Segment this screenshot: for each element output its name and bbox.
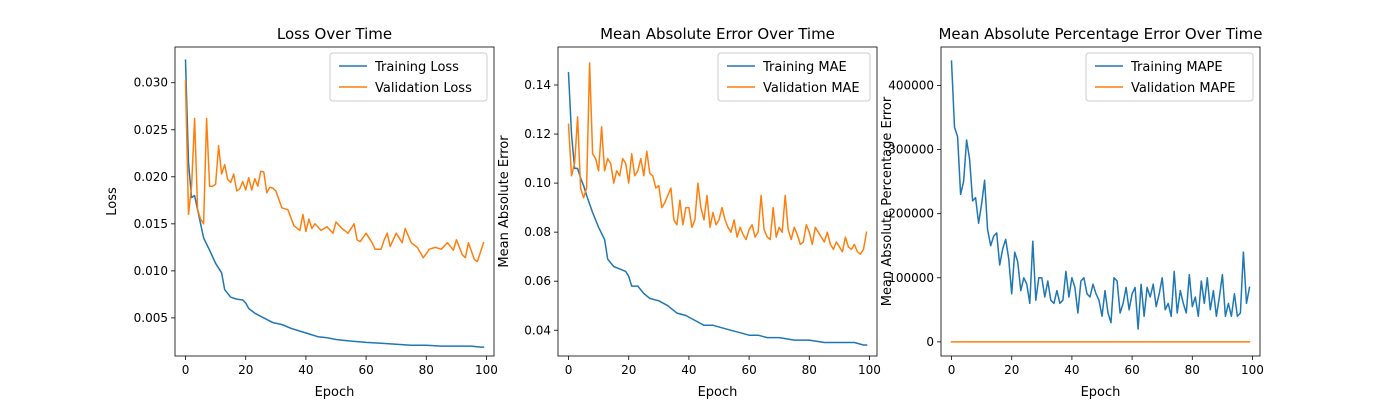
y-tick-label: 400000 <box>888 78 934 92</box>
chart-title: Loss Over Time <box>277 25 392 43</box>
y-tick-label: 0.020 <box>134 170 168 184</box>
x-tick-label: 0 <box>565 363 573 377</box>
series-line-validation <box>184 80 485 263</box>
legend-box <box>717 52 871 102</box>
x-tick-label: 60 <box>358 363 373 377</box>
series-line-training <box>184 59 485 348</box>
x-axis-label: Epoch <box>315 385 355 400</box>
y-tick-label: 0.015 <box>134 217 168 231</box>
y-tick-label: 300000 <box>888 143 934 157</box>
x-tick-label: 80 <box>802 363 817 377</box>
legend-label: Validation MAE <box>763 81 860 96</box>
x-tick-label: 60 <box>741 363 756 377</box>
y-tick-label: 200000 <box>888 207 934 221</box>
x-tick-label: 40 <box>298 363 313 377</box>
y-tick-label: 0.06 <box>524 274 551 288</box>
y-axis-label: Mean Absolute Error <box>497 135 512 268</box>
x-axis-label: Epoch <box>1081 385 1121 400</box>
x-tick-label: 40 <box>1064 363 1079 377</box>
series-line-training <box>567 72 868 346</box>
legend-label: Training Loss <box>374 60 459 75</box>
x-tick-label: 0 <box>182 363 190 377</box>
y-tick-label: 0.025 <box>134 123 168 137</box>
y-tick-label: 0.12 <box>524 127 551 141</box>
subplot-2: 0 20 40 60 80 100 0.04 0.06 0.08 0.10 0.12 0.14 Mean… <box>497 25 881 400</box>
axes-frame <box>174 46 495 357</box>
legend-label: Training MAPE <box>1130 60 1223 75</box>
legend: Training Loss Validation Loss <box>329 52 488 102</box>
x-tick-label: 40 <box>681 363 696 377</box>
y-tick-label: 0.04 <box>524 323 551 337</box>
x-tick-label: 80 <box>419 363 434 377</box>
series-line-validation <box>567 62 868 255</box>
legend-label: Training MAE <box>762 60 847 75</box>
y-axis-label: Mean Absolute Percentage Error <box>880 96 895 306</box>
y-tick-label: 0.010 <box>134 264 168 278</box>
y-tick-label: 0.10 <box>524 176 551 190</box>
series-line-training <box>950 60 1251 330</box>
y-tick-label: 0.030 <box>134 76 168 90</box>
legend: Training MAPE Validation MAPE <box>1085 52 1254 102</box>
y-axis-label: Loss <box>105 187 120 216</box>
axes-frame <box>940 46 1261 357</box>
axes-frame <box>557 46 878 357</box>
x-axis-label: Epoch <box>698 385 738 400</box>
x-tick-label: 100 <box>1241 363 1264 377</box>
legend-box <box>329 52 488 102</box>
x-tick-label: 60 <box>1124 363 1139 377</box>
x-tick-label: 100 <box>858 363 881 377</box>
y-tick-label: 0.14 <box>524 78 551 92</box>
y-tick-label: 0.005 <box>134 311 168 325</box>
x-tick-label: 0 <box>948 363 956 377</box>
subplot-1: 0 20 40 60 80 100 0.005 0.010 0.015 0.020 0.025 0.0… <box>105 25 498 400</box>
x-tick-label: 100 <box>475 363 498 377</box>
legend-box <box>1085 52 1254 102</box>
y-tick-label: 0 <box>926 335 934 349</box>
x-tick-label: 20 <box>1004 363 1019 377</box>
legend: Training MAE Validation MAE <box>717 52 871 102</box>
legend-label: Validation Loss <box>375 81 472 96</box>
x-tick-label: 20 <box>621 363 636 377</box>
subplot-3: 0 20 40 60 80 100 0 100000 200000 300000 400000 Mea… <box>880 25 1264 400</box>
chart-title: Mean Absolute Error Over Time <box>600 25 835 43</box>
y-tick-label: 0.08 <box>524 225 551 239</box>
chart-title: Mean Absolute Percentage Error Over Time <box>938 25 1262 43</box>
y-tick-label: 100000 <box>888 271 934 285</box>
x-tick-label: 20 <box>238 363 253 377</box>
legend-label: Validation MAPE <box>1131 81 1236 96</box>
x-tick-label: 80 <box>1185 363 1200 377</box>
